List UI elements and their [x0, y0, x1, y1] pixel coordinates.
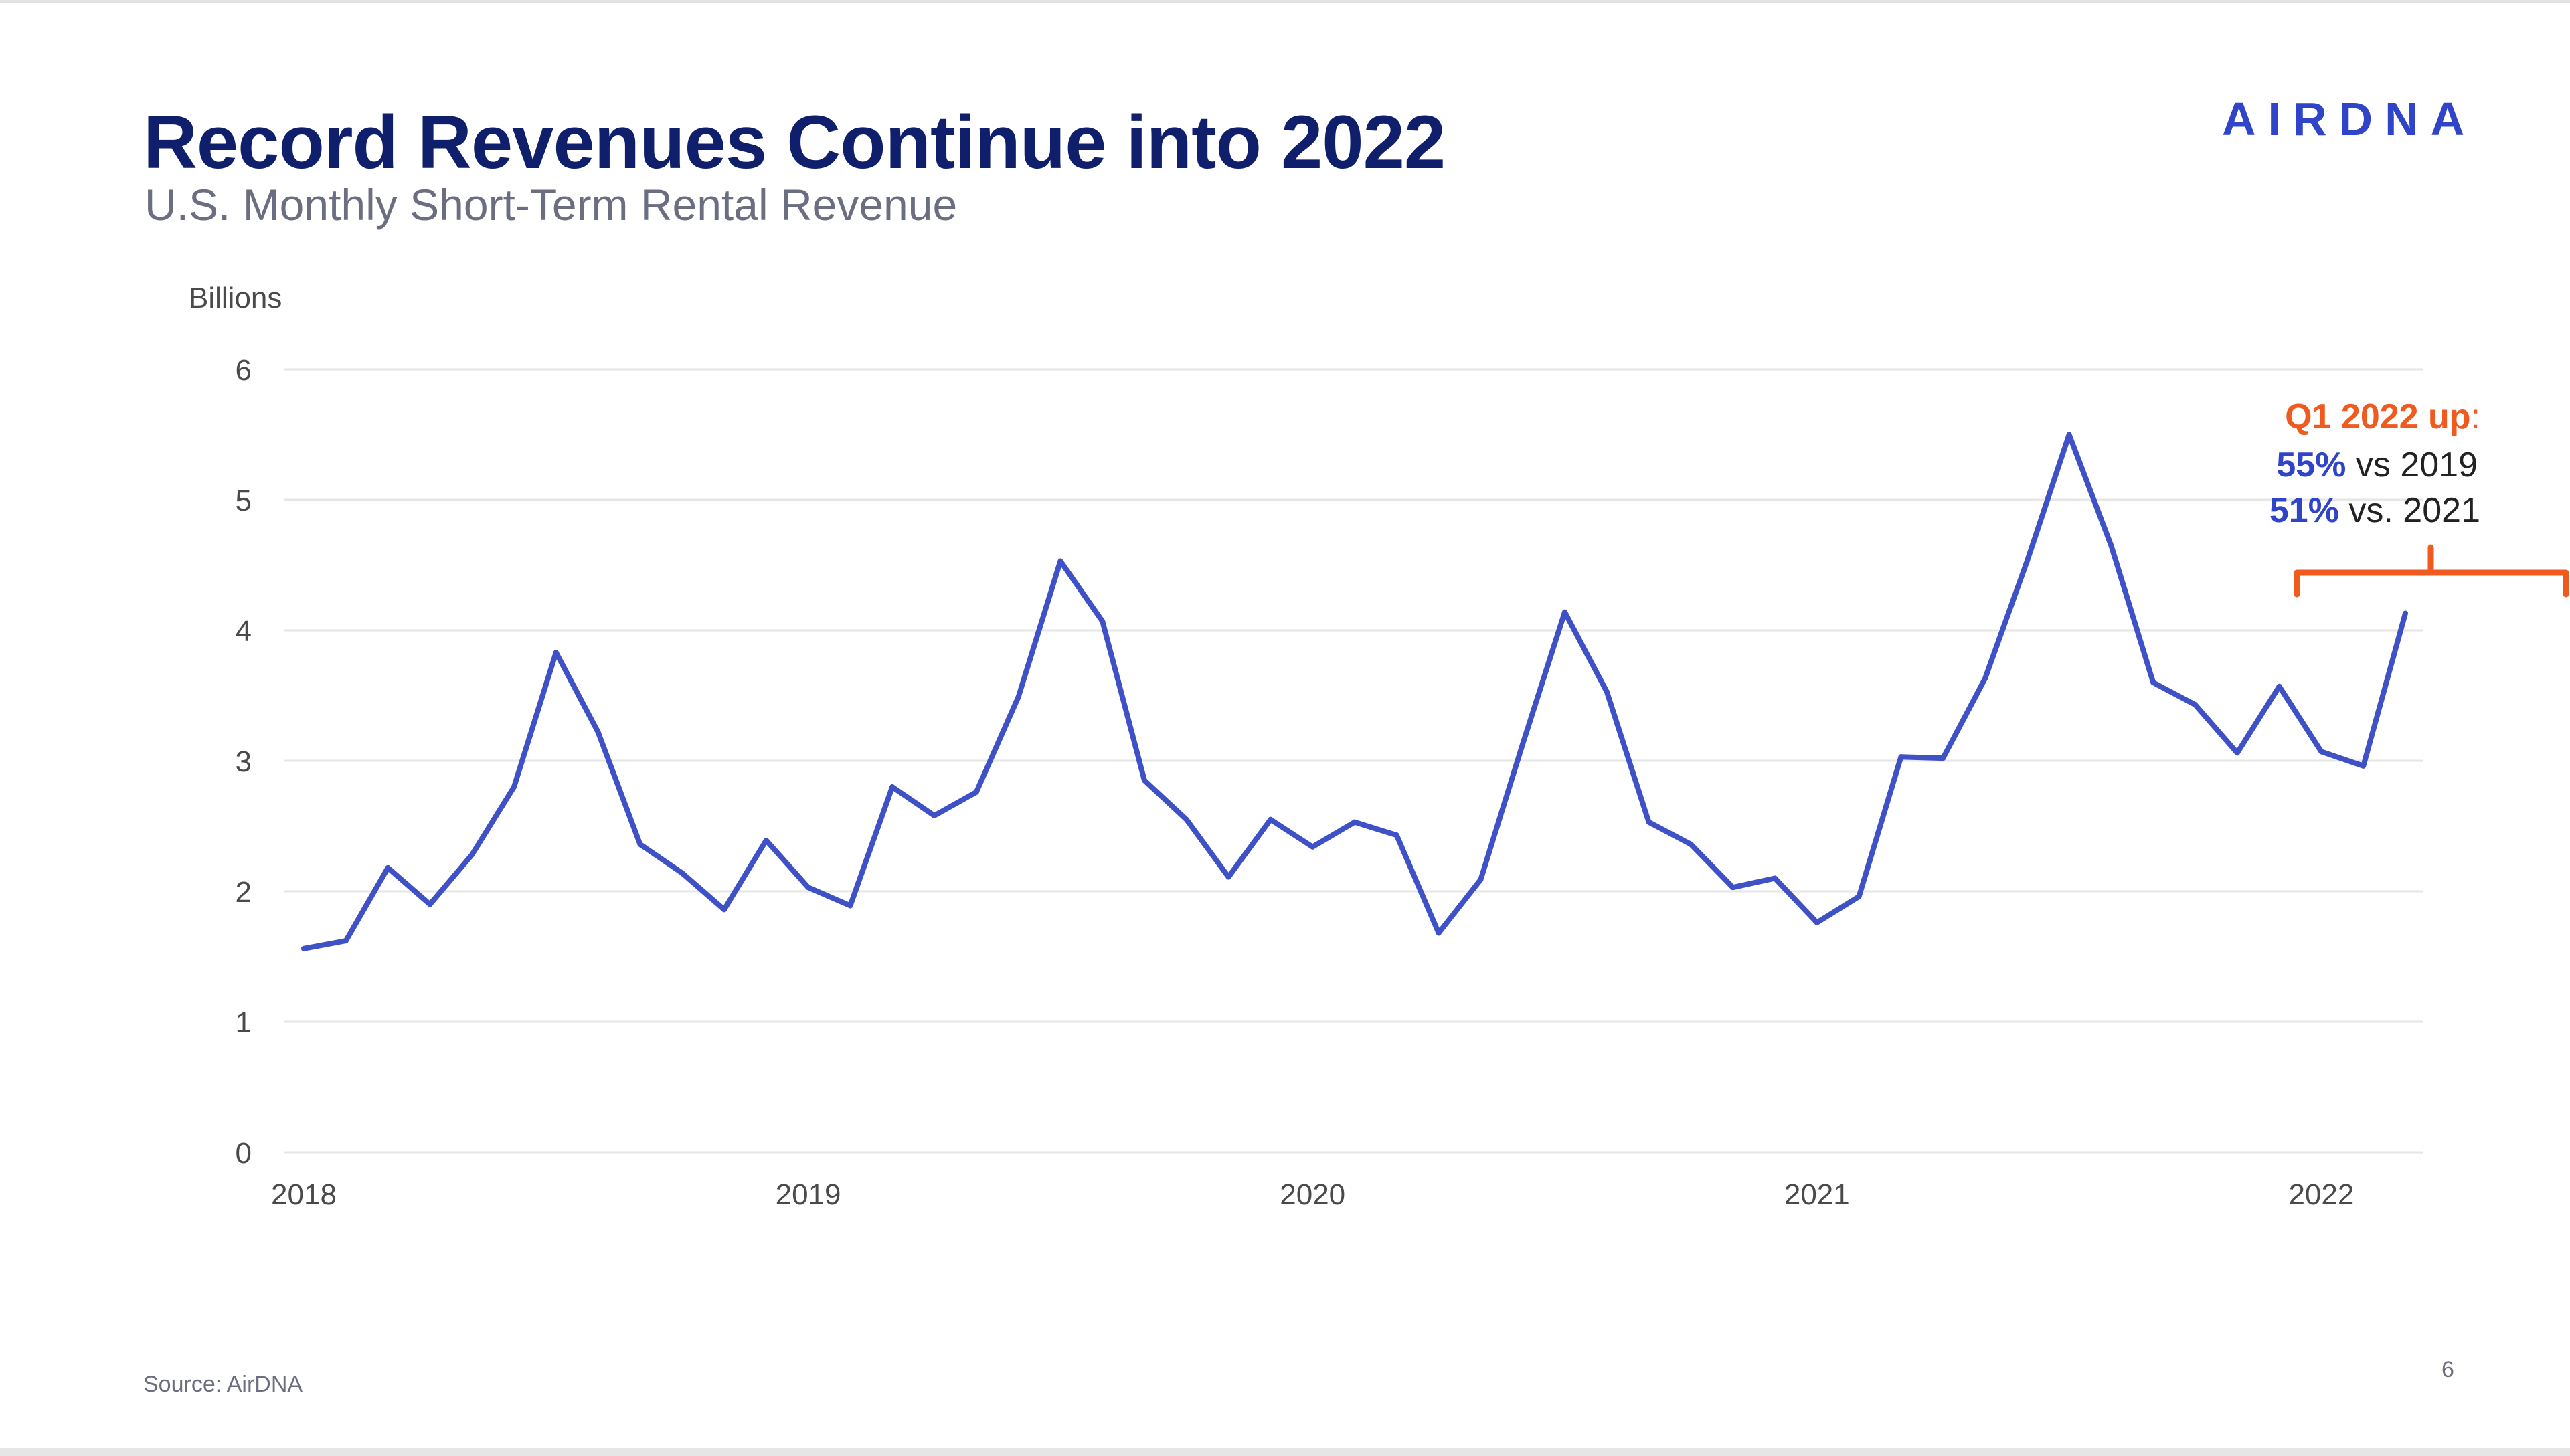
data-point: [805, 885, 811, 891]
data-point: [2318, 749, 2324, 755]
data-point: [1604, 689, 1610, 695]
y-tick-label: 6: [236, 354, 252, 387]
data-point: [301, 945, 307, 951]
x-tick-label: 2020: [1280, 1178, 1345, 1211]
y-tick-label: 2: [236, 876, 252, 909]
data-point: [343, 938, 349, 944]
data-point: [1940, 755, 1946, 761]
data-point: [1225, 874, 1231, 880]
q1-2022-bracket: [2294, 544, 2569, 598]
callout-pct-2019: 55%: [2276, 446, 2346, 484]
data-point: [469, 852, 475, 858]
data-point: [1478, 877, 1484, 883]
data-point: [1688, 841, 1694, 847]
x-tick-label: 2019: [776, 1178, 841, 1211]
data-point: [1352, 819, 1357, 825]
y-tick-label: 3: [236, 745, 252, 778]
data-point: [1814, 919, 1820, 925]
y-tick-label: 1: [236, 1006, 252, 1039]
data-point: [932, 812, 937, 818]
data-point: [1183, 816, 1189, 822]
callout-pct-2021: 51%: [2269, 491, 2339, 530]
y-axis-label: Billions: [189, 282, 282, 314]
x-tick-label: 2021: [1784, 1178, 1850, 1211]
callout-line-2019: 55% vs 2019: [2276, 446, 2478, 484]
x-axis-ticks: 2018 2019 2020 2021 2022: [271, 1178, 2354, 1211]
data-point: [1646, 819, 1652, 825]
data-point: [763, 837, 769, 843]
data-point: [1772, 875, 1778, 881]
data-point: [847, 903, 853, 909]
y-tick-label: 5: [236, 484, 252, 517]
bottom-divider: [0, 1448, 2570, 1456]
data-point: [2193, 702, 2198, 708]
data-point: [1268, 816, 1274, 822]
page-title: Record Revenues Continue into 2022: [143, 100, 1446, 184]
data-point: [2024, 558, 2030, 564]
callout-heading-text: Q1 2022 up: [2285, 397, 2470, 436]
data-point: [2403, 610, 2408, 616]
data-point: [2234, 750, 2240, 756]
x-tick-label: 2018: [271, 1178, 337, 1211]
data-point: [595, 729, 601, 735]
data-point: [637, 841, 643, 847]
callout-line-2021: 51% vs. 2021: [2269, 491, 2480, 530]
data-point: [1310, 844, 1316, 850]
data-point: [1730, 885, 1736, 891]
callout-heading-colon: :: [2471, 397, 2480, 436]
data-point: [1015, 694, 1021, 700]
data-point: [1142, 778, 1147, 784]
callout-heading: Q1 2022 up:: [2285, 397, 2480, 436]
data-point: [1436, 930, 1442, 936]
callout-text-2019: vs 2019: [2346, 446, 2478, 484]
y-tick-label: 0: [236, 1137, 252, 1170]
data-point: [2108, 543, 2114, 549]
source-note: Source: AirDNA: [143, 1372, 303, 1397]
data-point: [2066, 432, 2072, 438]
data-point: [679, 870, 685, 876]
data-point: [1393, 832, 1399, 838]
data-point: [2150, 680, 2156, 685]
data-point: [2361, 763, 2367, 769]
data-point: [1520, 741, 1526, 747]
data-point: [1100, 618, 1106, 624]
airdna-logo: AIRDNA: [2222, 93, 2477, 145]
data-point: [1057, 558, 1063, 564]
data-point: [385, 864, 391, 871]
y-axis-ticks: 0 1 2 3 4 5 6: [236, 354, 252, 1170]
data-point: [553, 650, 559, 656]
x-tick-label: 2022: [2288, 1178, 2354, 1211]
data-point: [889, 784, 895, 790]
data-point: [511, 784, 517, 790]
callout-text-2021: vs. 2021: [2339, 491, 2480, 530]
data-point: [2276, 683, 2282, 689]
data-point: [1562, 609, 1567, 615]
page-subtitle: U.S. Monthly Short-Term Rental Revenue: [145, 180, 958, 230]
data-point: [973, 789, 979, 795]
gridlines: [284, 368, 2423, 1154]
series-line-revenue: [301, 432, 2408, 951]
page-number: 6: [2442, 1357, 2454, 1382]
y-tick-label: 4: [236, 615, 252, 648]
data-point: [427, 901, 433, 907]
series-points: [301, 432, 2408, 951]
data-point: [1898, 754, 1904, 760]
data-point: [721, 907, 727, 913]
top-divider: [0, 0, 2570, 3]
data-point: [1982, 676, 1988, 682]
data-point: [1856, 893, 1862, 899]
